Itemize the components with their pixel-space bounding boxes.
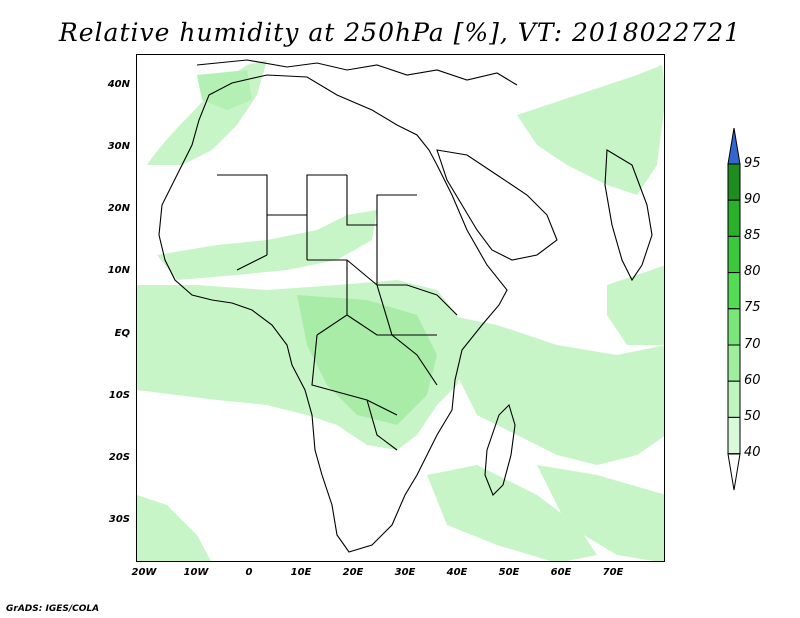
border-lines (217, 174, 458, 451)
colorbar-box-60 (727, 380, 741, 418)
colorbar-box-75 (727, 308, 741, 346)
colorbar-label-85: 85 (744, 228, 761, 243)
lon-label-20w: 20W (131, 567, 157, 578)
lon-label-20e: 20E (342, 567, 364, 578)
humidity-patch-south-streak-2 (537, 465, 664, 561)
colorbar-label-50: 50 (744, 409, 761, 424)
madagascar-coastline (484, 403, 516, 496)
humidity-patch-morocco (197, 70, 252, 110)
colorbar-label-40: 40 (744, 445, 761, 460)
colorbar-box-70 (727, 344, 741, 382)
lat-label-10s: 10S (108, 390, 130, 401)
lat-label-30n: 30N (107, 141, 130, 152)
lon-label-70e: 70E (602, 567, 624, 578)
colorbar-box-95 (727, 163, 741, 201)
lon-label-60e: 60E (550, 567, 572, 578)
footer-credit: GrADS: IGES/COLA (6, 604, 100, 614)
map-title: Relative humidity at 250hPa [%], VT: 201… (58, 18, 742, 47)
humidity-field (137, 60, 664, 561)
colorbar-label-90: 90 (744, 192, 761, 207)
africa-coastline (158, 74, 508, 553)
colorbar-boxes (727, 163, 741, 455)
map-panel (136, 54, 665, 562)
colorbar-box-50 (727, 416, 741, 455)
lat-label-20s: 20S (108, 452, 130, 463)
humidity-patch-equatorial-core (297, 295, 437, 425)
lon-label-10w: 10W (183, 567, 209, 578)
colorbar-label-60: 60 (744, 373, 761, 388)
lat-label-10n: 10N (107, 265, 130, 276)
colorbar-box-80 (727, 272, 741, 310)
colorbar-under-triangle (727, 453, 741, 491)
lon-label-50e: 50E (498, 567, 520, 578)
humidity-patch-south-streak (427, 465, 597, 561)
humidity-patch-east-ocean (607, 265, 664, 345)
lon-label-0: 0 (245, 567, 253, 578)
lat-label-20n: 20N (107, 203, 130, 214)
lat-label-40n: 40N (107, 79, 130, 90)
lat-label-eq: EQ (114, 328, 130, 339)
lat-label-30s: 30S (108, 514, 130, 525)
colorbar-box-90 (727, 199, 741, 237)
lon-label-40e: 40E (446, 567, 468, 578)
colorbar-box-85 (727, 235, 741, 274)
europe-coastline (196, 59, 518, 86)
coastlines (158, 59, 653, 553)
humidity-patch-indian-ocean (447, 315, 664, 465)
india-coastline (604, 149, 653, 282)
colorbar-label-70: 70 (744, 337, 761, 352)
lon-label-10e: 10E (290, 567, 312, 578)
humidity-patch-sw (137, 495, 211, 561)
map-canvas (137, 59, 664, 561)
arabia-coastline (436, 149, 558, 261)
humidity-patch-mideast (517, 65, 664, 195)
colorbar-over-triangle (727, 128, 741, 165)
colorbar-label-95: 95 (744, 156, 761, 171)
colorbar-label-80: 80 (744, 264, 761, 279)
lon-label-30e: 30E (394, 567, 416, 578)
colorbar (727, 128, 741, 491)
colorbar-label-75: 75 (744, 300, 761, 315)
